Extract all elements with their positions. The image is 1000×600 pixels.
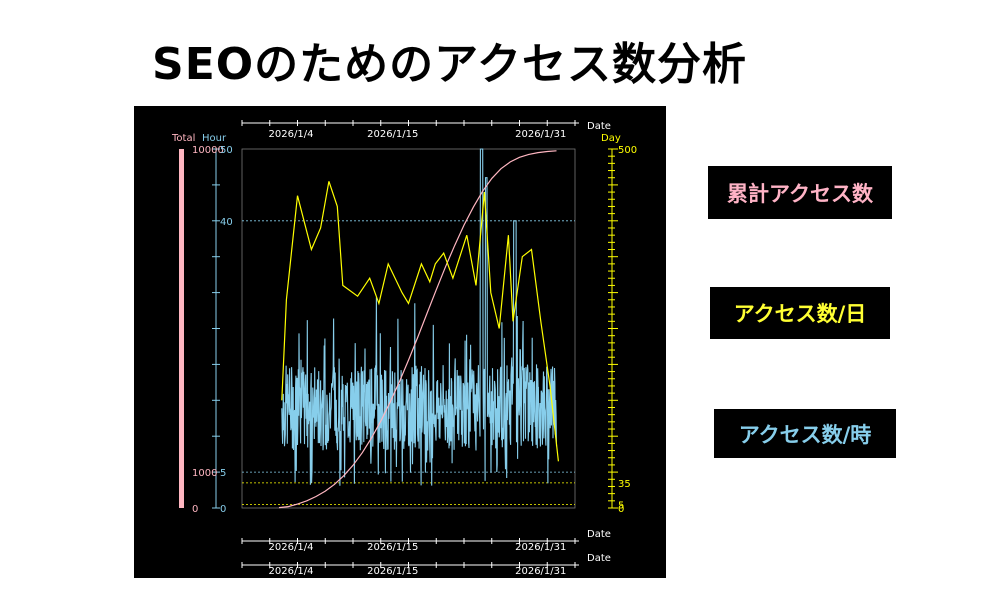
legend-total-access: 累計アクセス数 [708, 166, 892, 219]
date-tick-label: 2026/1/31 [515, 542, 566, 553]
day-tick-label: 500 [618, 145, 637, 156]
date-tick-label: 2026/1/15 [367, 542, 418, 553]
total-scale-bar [179, 149, 184, 508]
day-axis-title: Day [601, 133, 621, 144]
date-tick-label: 2026/1/4 [269, 129, 314, 140]
hour-tick-label: 0 [220, 504, 226, 515]
date-tick-label: 2026/1/31 [515, 129, 566, 140]
date-axis-title-bottom-2: Date [587, 553, 611, 564]
hour-tick-label: 5 [220, 468, 226, 479]
legend-access-per-day: アクセス数/日 [710, 287, 890, 339]
access-chart: Total Hour Day Date Date Date 1000010000… [171, 120, 637, 577]
date-tick-label: 2026/1/31 [515, 566, 566, 577]
date-tick-label: 2026/1/15 [367, 566, 418, 577]
hour-tick-label: 40 [220, 217, 233, 228]
chart-panel: Total Hour Day Date Date Date 10000 1000 0… [134, 106, 666, 578]
day-tick-label: 35 [618, 479, 631, 490]
series-total-line [278, 150, 557, 509]
legend-access-per-hour: アクセス数/時 [714, 409, 896, 458]
total-tick-label: 10000 [192, 145, 224, 156]
date-axis-title-top: Date [587, 121, 611, 132]
day-tick-label: 0 [618, 504, 624, 515]
series-day-line [281, 181, 559, 462]
legend-total-label: 累計アクセス数 [727, 181, 873, 206]
day-tick-label: 5 [618, 500, 624, 511]
hour-tick-label: 50 [220, 145, 233, 156]
total-tick-label: 0 [192, 504, 198, 515]
plot-frame [241, 148, 576, 509]
series-hour-line [281, 148, 558, 486]
hour-axis-title: Hour [202, 133, 227, 144]
legend-day-label: アクセス数/日 [733, 302, 867, 326]
legend-hour-label: アクセス数/時 [738, 422, 872, 447]
date-axis-title-bottom-1: Date [587, 529, 611, 540]
date-tick-label: 2026/1/4 [269, 542, 314, 553]
total-axis-title: Total [171, 133, 195, 144]
date-tick-label: 2026/1/4 [269, 566, 314, 577]
page-title: SEOのためのアクセス数分析 [152, 39, 747, 90]
total-tick-label: 1000 [192, 468, 217, 479]
date-tick-label: 2026/1/15 [367, 129, 418, 140]
